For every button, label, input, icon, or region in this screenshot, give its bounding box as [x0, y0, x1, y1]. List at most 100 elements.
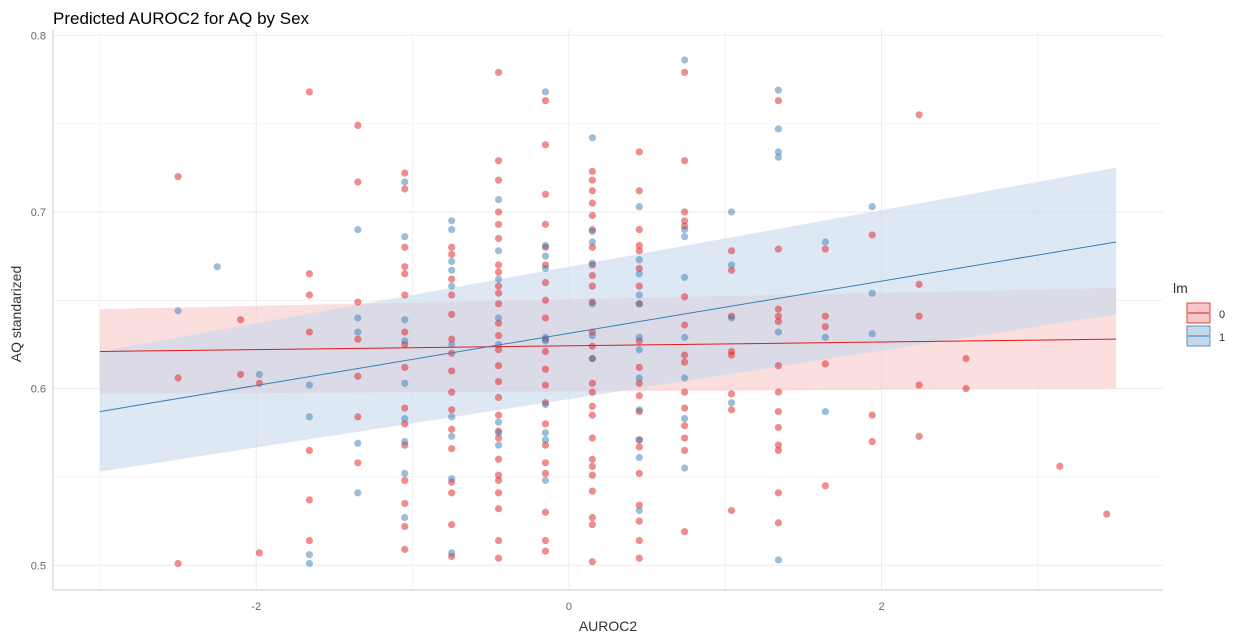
- data-point-1: [448, 413, 456, 421]
- data-point-1: [255, 370, 263, 379]
- data-point-0: [727, 247, 736, 255]
- data-point-1: [588, 300, 596, 308]
- data-point-0: [448, 388, 456, 396]
- data-point-0: [401, 328, 409, 336]
- confidence-band-1: [99, 167, 1117, 472]
- data-point-0: [868, 411, 876, 419]
- data-point-0: [255, 549, 263, 557]
- data-point-0: [494, 319, 503, 327]
- data-point-0: [494, 157, 503, 165]
- data-point-0: [354, 372, 362, 380]
- data-point-1: [868, 330, 876, 338]
- data-point-1: [541, 337, 550, 345]
- data-point-0: [588, 176, 596, 184]
- data-point-1: [541, 436, 550, 444]
- data-point-0: [448, 243, 456, 251]
- data-point-0: [494, 476, 503, 485]
- data-point-0: [588, 521, 596, 529]
- data-point-0: [681, 157, 689, 165]
- data-point-0: [448, 425, 456, 433]
- data-point-0: [635, 264, 643, 273]
- x-axis-title: AUROC2: [579, 618, 638, 634]
- data-point-0: [774, 423, 783, 432]
- data-point-1: [448, 340, 456, 349]
- data-point-1: [541, 476, 550, 485]
- data-point-0: [448, 275, 456, 283]
- data-point-0: [448, 489, 456, 497]
- data-point-0: [541, 381, 550, 389]
- data-point-0: [635, 469, 643, 478]
- data-point-0: [494, 554, 503, 562]
- data-point-0: [541, 547, 550, 555]
- data-point-0: [774, 312, 783, 320]
- data-point-0: [354, 459, 362, 467]
- data-point-0: [681, 208, 689, 216]
- data-point-0: [774, 97, 783, 105]
- data-point-1: [821, 407, 829, 416]
- data-point-1: [494, 429, 503, 437]
- data-point-1: [681, 233, 689, 241]
- legend-label-1: 1: [1219, 332, 1225, 344]
- data-point-0: [774, 446, 783, 455]
- data-point-0: [541, 536, 550, 545]
- data-point-1: [494, 418, 503, 426]
- data-point-1: [401, 379, 409, 387]
- data-point-1: [305, 381, 313, 389]
- data-point-1: [541, 88, 550, 96]
- data-point-0: [401, 476, 409, 485]
- data-point-1: [448, 226, 456, 234]
- data-point-0: [727, 266, 736, 274]
- data-point-0: [681, 351, 689, 359]
- data-point-0: [868, 438, 876, 446]
- data-point-1: [681, 226, 689, 234]
- data-point-1: [821, 333, 829, 341]
- data-point-0: [541, 296, 550, 304]
- data-point-0: [915, 312, 923, 320]
- data-point-0: [962, 385, 970, 393]
- data-point-0: [494, 434, 503, 442]
- data-point-0: [774, 245, 783, 253]
- data-point-0: [354, 335, 362, 343]
- data-point-0: [401, 545, 409, 553]
- data-point-1: [494, 275, 503, 283]
- data-point-1: [868, 289, 876, 297]
- legend-label-0: 0: [1219, 309, 1225, 321]
- data-point-0: [588, 271, 596, 280]
- data-point-0: [588, 282, 596, 290]
- data-point-0: [541, 190, 550, 198]
- data-points: [174, 56, 1111, 568]
- data-point-1: [588, 354, 596, 363]
- data-point-0: [494, 208, 503, 216]
- data-point-1: [494, 314, 503, 322]
- data-point-0: [237, 316, 245, 324]
- data-point-0: [588, 167, 596, 175]
- data-point-0: [494, 362, 503, 370]
- data-point-0: [774, 305, 783, 313]
- data-point-1: [727, 261, 736, 269]
- fit-line-0: [99, 338, 1117, 353]
- data-point-1: [635, 406, 643, 414]
- data-point-0: [774, 362, 783, 370]
- data-point-0: [681, 321, 689, 329]
- data-point-0: [588, 211, 596, 220]
- data-point-1: [635, 436, 643, 444]
- data-point-0: [541, 314, 550, 322]
- data-point-1: [774, 153, 783, 161]
- data-point-1: [448, 549, 456, 557]
- data-point-0: [821, 482, 829, 490]
- data-point-0: [868, 231, 876, 239]
- x-tick-label: 0: [566, 601, 572, 613]
- chart-title: Predicted AUROC2 for AQ by Sex: [53, 9, 310, 28]
- data-point-1: [401, 337, 409, 345]
- data-point-1: [401, 316, 409, 324]
- x-tick-label: 2: [879, 601, 885, 613]
- data-point-0: [727, 390, 736, 398]
- data-point-0: [401, 420, 409, 428]
- data-point-1: [354, 314, 362, 322]
- data-point-1: [541, 241, 550, 250]
- data-point-0: [354, 298, 362, 306]
- data-point-1: [681, 464, 689, 472]
- data-point-0: [635, 241, 643, 250]
- data-point-0: [494, 505, 503, 513]
- data-point-1: [448, 257, 456, 266]
